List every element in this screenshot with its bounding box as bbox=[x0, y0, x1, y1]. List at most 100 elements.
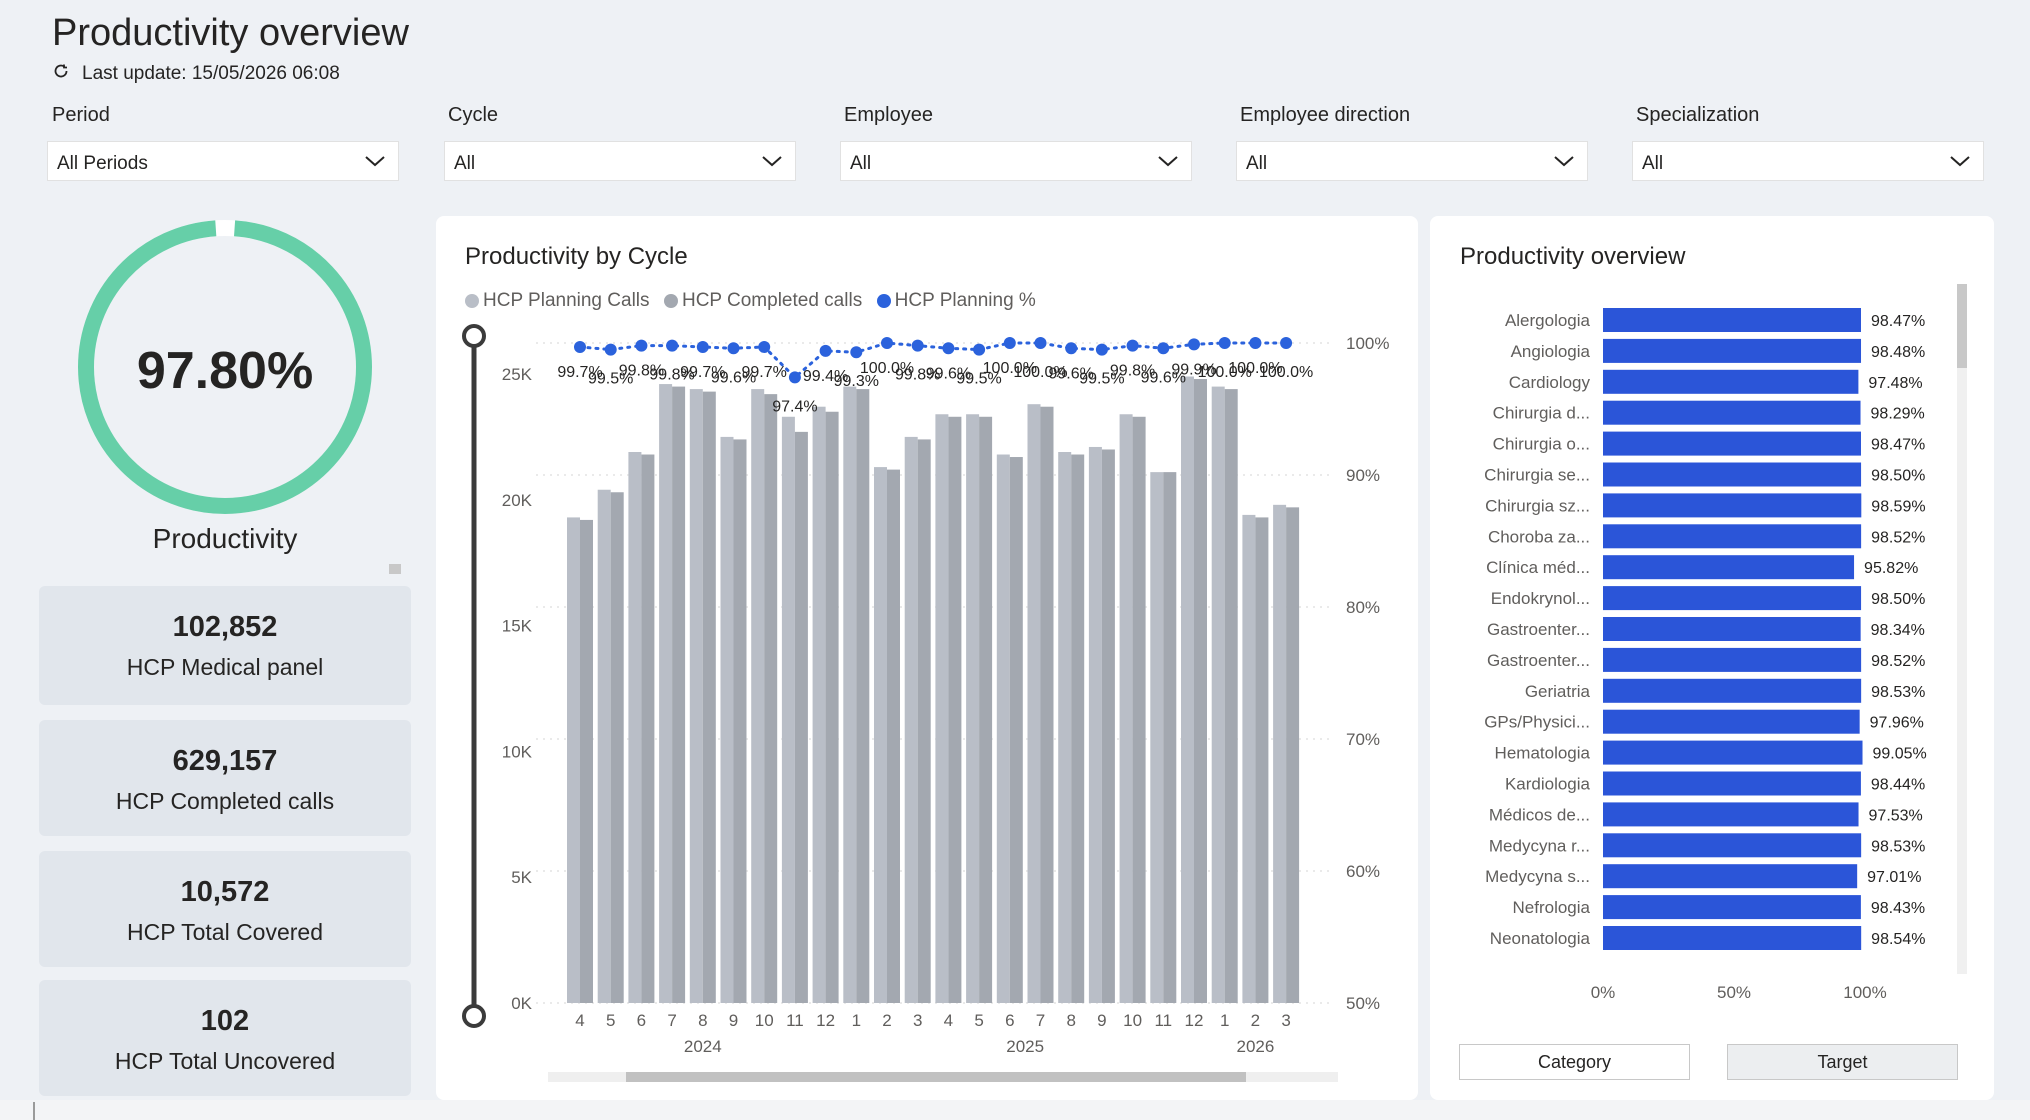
bar-data-label: 98.59% bbox=[1871, 498, 1925, 515]
category-label: Angiologia bbox=[1511, 342, 1591, 361]
line-planning-pct bbox=[578, 341, 1288, 380]
y-right-tick-label: 60% bbox=[1346, 862, 1380, 881]
kpi-value: 629,157 bbox=[172, 745, 278, 777]
chevron-down-icon bbox=[1949, 152, 1971, 174]
y-left-tick-label: 0K bbox=[511, 994, 532, 1013]
bar-data-label: 98.48% bbox=[1871, 344, 1925, 361]
line-data-label: 100.0% bbox=[1198, 364, 1252, 381]
category-label: Geriatria bbox=[1525, 682, 1591, 701]
filter-cycle-select[interactable]: All bbox=[444, 141, 796, 181]
filter-employee-label: Employee bbox=[844, 104, 933, 126]
overview-bar bbox=[1603, 771, 1861, 796]
overview-bar bbox=[1603, 586, 1862, 611]
target-button[interactable]: Target bbox=[1727, 1044, 1958, 1080]
category-label: Alergologia bbox=[1505, 311, 1591, 330]
filter-employee-select[interactable]: All bbox=[840, 141, 1192, 181]
line-data-label: 99.8% bbox=[895, 367, 940, 384]
line-data-label: 99.6% bbox=[1141, 369, 1186, 386]
filter-period-value: All Periods bbox=[57, 153, 148, 174]
line-point bbox=[881, 337, 893, 349]
visual-resize-handle[interactable] bbox=[389, 564, 401, 574]
bar-planning-calls bbox=[567, 517, 580, 1003]
bar-completed-calls bbox=[1286, 507, 1300, 1003]
category-label: Gastroenter... bbox=[1487, 620, 1590, 639]
x-tick-label: 4 bbox=[575, 1011, 584, 1030]
bar-planning-calls bbox=[1242, 514, 1256, 1003]
x-tick-label: 7 bbox=[667, 1011, 676, 1030]
legend-item[interactable]: HCP Planning Calls bbox=[465, 290, 650, 312]
y-left-tick-label: 10K bbox=[502, 742, 533, 761]
x-tick-label: 10 bbox=[1123, 1011, 1142, 1030]
x-tick-label: 100% bbox=[1843, 983, 1886, 1002]
category-label: Médicos de... bbox=[1489, 805, 1590, 824]
bar-completed-calls bbox=[1194, 379, 1207, 1003]
bar-data-label: 98.47% bbox=[1871, 313, 1925, 330]
bar-completed-calls bbox=[1224, 389, 1238, 1003]
line-point bbox=[635, 339, 648, 352]
x-tick-label: 2 bbox=[1251, 1011, 1260, 1030]
x-tick-label: 9 bbox=[729, 1011, 738, 1030]
x-tick-label: 12 bbox=[816, 1011, 835, 1030]
y-left-tick-label: 15K bbox=[502, 617, 533, 636]
bar-data-label: 98.54% bbox=[1871, 931, 1925, 948]
bar-completed-calls bbox=[733, 439, 747, 1003]
bar-data-label: 98.53% bbox=[1871, 838, 1925, 855]
bar-completed-calls bbox=[1132, 416, 1146, 1004]
y-right-tick-label: 90% bbox=[1346, 466, 1380, 485]
category-button[interactable]: Category bbox=[1459, 1044, 1690, 1080]
overview-bar bbox=[1603, 678, 1862, 703]
last-update-text: Last update: 15/05/2026 06:08 bbox=[82, 63, 340, 84]
cycle-chart-plot: 0K 5K 10K 15K 20K 25K 50% 60% 70% 80% 90% 100% 4 5 6 7 8… bbox=[462, 324, 1389, 1082]
overview-bar bbox=[1603, 864, 1858, 889]
bar-planning-calls bbox=[1181, 376, 1194, 1003]
line-point bbox=[574, 340, 586, 353]
bar-completed-calls bbox=[1163, 472, 1177, 1003]
line-data-label: 100.0% bbox=[1013, 364, 1067, 381]
category-label: Cardiology bbox=[1509, 373, 1591, 392]
filter-direction-select[interactable]: All bbox=[1236, 141, 1588, 181]
bar-planning-calls bbox=[659, 384, 673, 1004]
bar-planning-calls bbox=[935, 414, 949, 1003]
overview-bar bbox=[1603, 462, 1862, 487]
bar-completed-calls bbox=[1071, 454, 1085, 1004]
overview-bar bbox=[1603, 524, 1862, 549]
bar-completed-calls bbox=[948, 416, 962, 1004]
line-data-label: 99.6% bbox=[926, 365, 971, 382]
kpi-value: 10,572 bbox=[180, 876, 270, 908]
overview-bar bbox=[1603, 802, 1859, 827]
y-left-tick-label: 25K bbox=[502, 365, 533, 384]
kpi-label: HCP Total Uncovered bbox=[114, 1048, 336, 1074]
legend-label: HCP Planning % bbox=[894, 290, 1036, 311]
legend-item[interactable]: HCP Completed calls bbox=[663, 290, 863, 312]
h-scrollbar-thumb bbox=[626, 1072, 1246, 1082]
bar-planning-calls bbox=[1058, 451, 1072, 1004]
filter-period-select[interactable]: All Periods bbox=[47, 141, 399, 181]
filter-specialization-select[interactable]: All bbox=[1632, 141, 1984, 181]
x-tick-label: 3 bbox=[1281, 1011, 1290, 1030]
line-point bbox=[1280, 337, 1293, 349]
filter-specialization-label: Specialization bbox=[1636, 104, 1760, 126]
overview-bar bbox=[1603, 926, 1862, 950]
v-scrollbar-track bbox=[1957, 284, 1967, 974]
bar-data-label: 98.50% bbox=[1871, 468, 1925, 485]
overview-bar bbox=[1603, 400, 1861, 425]
bar-data-label: 98.43% bbox=[1871, 900, 1925, 917]
category-label: Clínica méd... bbox=[1486, 558, 1590, 577]
line-point bbox=[758, 340, 771, 353]
legend-label: HCP Completed calls bbox=[681, 290, 863, 311]
bar-completed-calls bbox=[794, 431, 808, 1003]
line-point bbox=[1218, 337, 1231, 349]
legend-item[interactable]: HCP Planning % bbox=[876, 290, 1036, 312]
x-group-label: 2026 bbox=[1236, 1037, 1274, 1056]
category-label: Gastroenter... bbox=[1487, 651, 1590, 670]
x-tick-label: 8 bbox=[698, 1011, 707, 1030]
bar-planning-calls bbox=[996, 454, 1010, 1004]
line-data-label: 99.7% bbox=[680, 364, 725, 381]
category-label: Neonatologia bbox=[1490, 929, 1591, 948]
gauge-label: Productivity bbox=[152, 523, 298, 554]
legend-dot bbox=[465, 294, 479, 308]
bar-data-label: 95.82% bbox=[1864, 560, 1918, 577]
bar-completed-calls bbox=[1009, 457, 1023, 1003]
chevron-down-icon bbox=[761, 152, 783, 174]
x-tick-label: 5 bbox=[974, 1011, 983, 1030]
